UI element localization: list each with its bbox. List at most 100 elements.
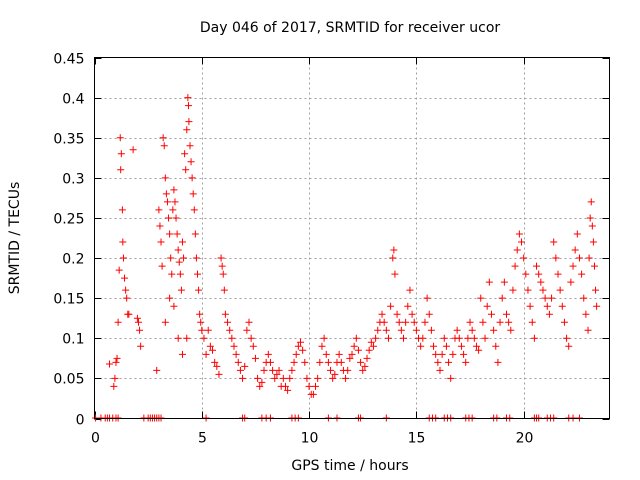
data-point	[518, 238, 526, 246]
data-point	[266, 358, 274, 366]
data-point	[281, 382, 289, 390]
y-tick-label: 0.1	[62, 332, 84, 348]
data-point	[170, 302, 178, 310]
data-point	[115, 266, 123, 274]
data-point	[329, 374, 337, 382]
data-point	[220, 286, 228, 294]
data-point	[273, 370, 281, 378]
data-point	[275, 366, 283, 374]
x-tick-label: 20	[516, 431, 534, 447]
data-point	[586, 214, 594, 222]
data-point	[578, 270, 586, 278]
data-point	[189, 190, 197, 198]
data-point	[526, 302, 534, 310]
plot-frame	[94, 57, 610, 419]
data-point	[284, 386, 292, 394]
data-point	[178, 350, 186, 358]
data-point	[165, 214, 173, 222]
data-point	[185, 118, 193, 126]
data-point	[170, 186, 178, 194]
data-point	[445, 358, 453, 366]
data-point	[434, 358, 442, 366]
data-point	[436, 366, 444, 374]
data-point	[163, 198, 171, 206]
data-point	[137, 342, 145, 350]
data-point	[183, 126, 191, 134]
data-point	[575, 254, 583, 262]
data-point	[584, 326, 592, 334]
data-point	[111, 374, 119, 382]
data-point	[192, 254, 200, 262]
tick-labels: 0 0.05 0.1 0.15 0.2 0.25 0.3 0.35 0.4 0.45 0 5 10 15 2…	[53, 52, 533, 447]
data-point	[221, 310, 229, 318]
data-point	[552, 254, 560, 262]
data-point	[204, 326, 212, 334]
data-point	[423, 294, 431, 302]
data-point	[206, 342, 214, 350]
data-point	[350, 342, 358, 350]
y-tick-label: 0.25	[53, 212, 84, 228]
data-point	[530, 334, 538, 342]
data-point	[196, 310, 204, 318]
data-point	[187, 158, 195, 166]
data-point	[180, 254, 188, 262]
data-point	[153, 366, 161, 374]
x-tick-label: 10	[301, 431, 319, 447]
data-point	[391, 270, 399, 278]
data-point	[188, 174, 196, 182]
data-point	[593, 302, 601, 310]
data-point	[367, 338, 375, 346]
data-point	[245, 318, 253, 326]
data-point	[522, 270, 530, 278]
data-point	[554, 270, 562, 278]
data-point	[505, 318, 513, 326]
data-point	[412, 326, 420, 334]
data-point	[136, 326, 144, 334]
data-point	[254, 374, 262, 382]
data-point	[166, 230, 174, 238]
data-point	[301, 358, 309, 366]
data-point	[114, 318, 122, 326]
data-point	[173, 230, 181, 238]
data-point	[567, 278, 575, 286]
data-point	[453, 326, 461, 334]
data-point	[569, 262, 577, 270]
data-point	[528, 318, 536, 326]
data-point	[184, 94, 192, 102]
data-point	[533, 262, 541, 270]
data-point	[545, 310, 553, 318]
data-point	[438, 350, 446, 358]
data-point	[354, 346, 362, 354]
data-point	[520, 254, 528, 262]
data-point	[182, 166, 190, 174]
data-point	[110, 382, 118, 390]
x-tick-label: 15	[408, 431, 426, 447]
data-point	[230, 342, 238, 350]
data-point	[299, 346, 307, 354]
data-point	[571, 246, 579, 254]
data-point	[320, 334, 328, 342]
data-point	[178, 238, 186, 246]
data-point	[213, 362, 221, 370]
data-point	[535, 270, 543, 278]
data-point	[513, 246, 521, 254]
data-point	[195, 286, 203, 294]
data-point	[348, 350, 356, 358]
data-point	[380, 318, 388, 326]
data-point	[393, 310, 401, 318]
data-point	[342, 374, 350, 382]
data-point	[158, 262, 166, 270]
y-tick-label: 0	[76, 413, 85, 429]
data-point	[397, 326, 405, 334]
data-point	[408, 310, 416, 318]
data-point	[264, 350, 272, 358]
data-point	[176, 270, 184, 278]
data-point	[481, 334, 489, 342]
data-point	[363, 354, 371, 362]
y-tick-label: 0.15	[53, 292, 84, 308]
data-point	[580, 294, 588, 302]
data-point	[200, 334, 208, 342]
data-point	[171, 198, 179, 206]
y-tick-label: 0.4	[62, 92, 84, 108]
data-point	[217, 254, 225, 262]
